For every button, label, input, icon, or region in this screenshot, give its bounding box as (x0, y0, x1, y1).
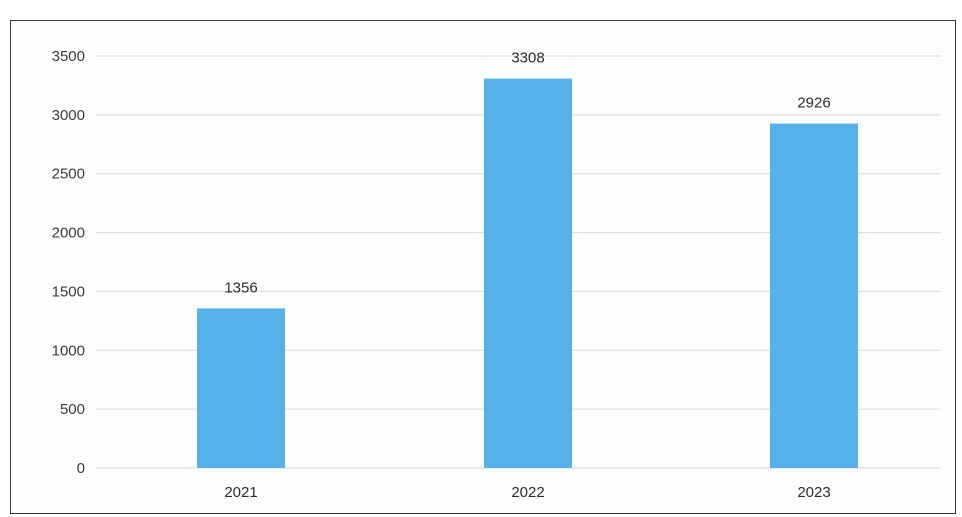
chart-frame: 0 500 1000 1500 2000 2500 3000 3500 1356 3308 292… (10, 20, 956, 514)
data-label-2023: 2926 (797, 95, 830, 112)
data-label-2021: 1356 (224, 279, 257, 296)
bar-2021 (197, 308, 285, 468)
x-category-label: 2021 (224, 484, 257, 501)
y-tick-label: 3000 (52, 107, 85, 124)
x-axis-categories: 2021 2022 2023 (224, 484, 830, 501)
y-tick-label: 2000 (52, 225, 85, 242)
bar-2022 (484, 79, 572, 468)
bar-chart: 0 500 1000 1500 2000 2500 3000 3500 1356 3308 292… (11, 21, 957, 515)
data-label-2022: 3308 (511, 50, 544, 67)
y-tick-label: 2500 (52, 166, 85, 183)
y-axis-ticks: 0 500 1000 1500 2000 2500 3000 3500 (52, 48, 85, 477)
y-tick-label: 1000 (52, 342, 85, 359)
y-tick-label: 1500 (52, 283, 85, 300)
y-tick-label: 0 (77, 460, 85, 477)
y-tick-label: 3500 (52, 48, 85, 65)
y-tick-label: 500 (60, 401, 85, 418)
x-category-label: 2022 (511, 484, 544, 501)
bar-2023 (770, 124, 858, 468)
x-category-label: 2023 (797, 484, 830, 501)
